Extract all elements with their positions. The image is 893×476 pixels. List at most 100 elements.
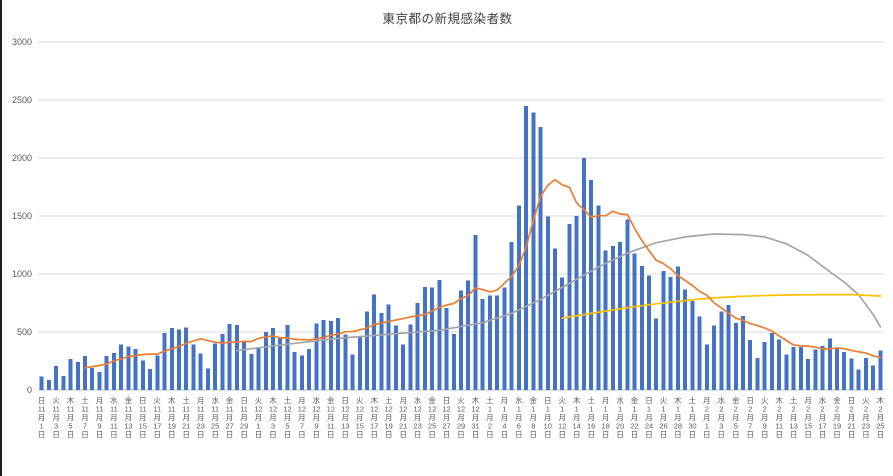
bar [769,333,774,390]
bar [205,368,210,390]
x-axis-tick-label: 金 1 月 22 日 [630,395,638,439]
bar [234,324,239,390]
bar [119,344,124,390]
bar [842,352,847,390]
bar [502,287,507,390]
x-axis-tick-label: 月 11 月 9 日 [96,396,104,439]
bar [762,342,767,390]
x-axis-tick-label: 木 1 月 28 日 [674,395,682,439]
x-axis-tick-label: 土 11 月 7 日 [81,395,89,439]
bar [372,294,377,390]
bar [263,332,268,390]
x-axis-tick-label: 火 1 月 12 日 [558,396,566,439]
seven-day-average-line [84,178,882,369]
bar [357,336,362,390]
bar [567,223,572,390]
bar [39,376,44,390]
bar [487,295,492,390]
x-axis-tick-label: 水 12 月 23 日 [413,395,421,439]
bar [169,328,174,390]
bar [509,241,514,390]
bar [480,299,485,390]
bar [271,328,275,390]
x-axis-tick-label: 日 12 月 27 日 [442,396,450,439]
bar [704,344,709,390]
bar [177,329,181,390]
bar [343,334,348,390]
x-axis-tick-label: 日 1 月 10 日 [544,396,552,439]
bar [162,332,167,390]
bar [393,325,398,390]
x-axis-tick-label: 月 12 月 21 日 [399,396,407,439]
bar [690,300,695,390]
bar [401,344,406,390]
bar [726,304,731,390]
bar [538,126,543,390]
x-axis-tick-label: 土 2 月 13 日 [789,395,797,439]
bar [451,334,456,390]
bar [227,323,232,390]
bar [256,346,261,390]
bar [386,304,391,390]
bar [242,341,247,390]
x-axis-tick-label: 木 12 月 17 日 [370,395,378,439]
bar [495,295,500,390]
bar [415,303,420,390]
bar [61,375,66,390]
bar [430,287,435,390]
bar [133,349,138,390]
x-axis-tick-label: 土 12 月 19 日 [385,395,393,439]
x-axis-tick-label: 日 11 月 15 日 [139,396,147,439]
bar [220,334,225,390]
bar [712,325,717,390]
x-axis-tick-label: 日 11 月 1 日 [38,396,46,439]
x-axis-tick-label: 水 2 月 17 日 [818,395,826,439]
x-axis-tick-label: 日 2 月 21 日 [847,396,855,439]
x-axis-tick-label: 金 11 月 27 日 [225,395,233,439]
x-axis-tick-label: 月 11 月 23 日 [197,396,205,439]
x-axis-tick-label: 火 12 月 1 日 [254,396,262,439]
bar [184,327,189,390]
x-axis-tick-label: 火 2 月 23 日 [862,396,870,439]
bar [719,311,724,390]
x-axis-tick-label: 火 11 月 3 日 [52,396,60,439]
bar [741,315,745,390]
x-axis-tick-label: 月 2 月 15 日 [804,396,812,439]
bar [213,343,218,390]
bar [589,180,594,390]
bar [75,361,80,390]
x-axis-tick-label: 水 11 月 11 日 [110,395,118,439]
bar [849,358,854,390]
x-axis-tick-label: 日 12 月 13 日 [341,396,349,439]
bar [459,290,463,390]
bar [191,344,196,390]
bar [473,234,478,390]
bar [278,337,283,390]
bar [697,316,702,390]
bar [68,358,73,390]
bar [668,277,673,390]
x-axis-tick-label: 日 1 月 24 日 [645,396,653,439]
bar [97,371,102,390]
x-axis-tick-label: 木 1 月 14 日 [573,395,581,439]
x-axis-tick-label: 木 11 月 19 日 [168,395,176,439]
x-axis-tick-label: 金 2 月 19 日 [833,395,841,439]
x-axis-tick-label: 水 12 月 9 日 [312,395,320,439]
x-axis-tick-label: 土 1 月 16 日 [587,395,595,439]
bar [618,242,623,390]
y-axis-tick-label: 0 [27,385,32,395]
bar [104,356,109,390]
bar [878,350,883,390]
bar [516,205,521,390]
bar [596,205,601,390]
bar [54,365,59,390]
bar [806,359,811,390]
bar [748,340,753,390]
bar [83,355,87,390]
bar [249,353,254,390]
